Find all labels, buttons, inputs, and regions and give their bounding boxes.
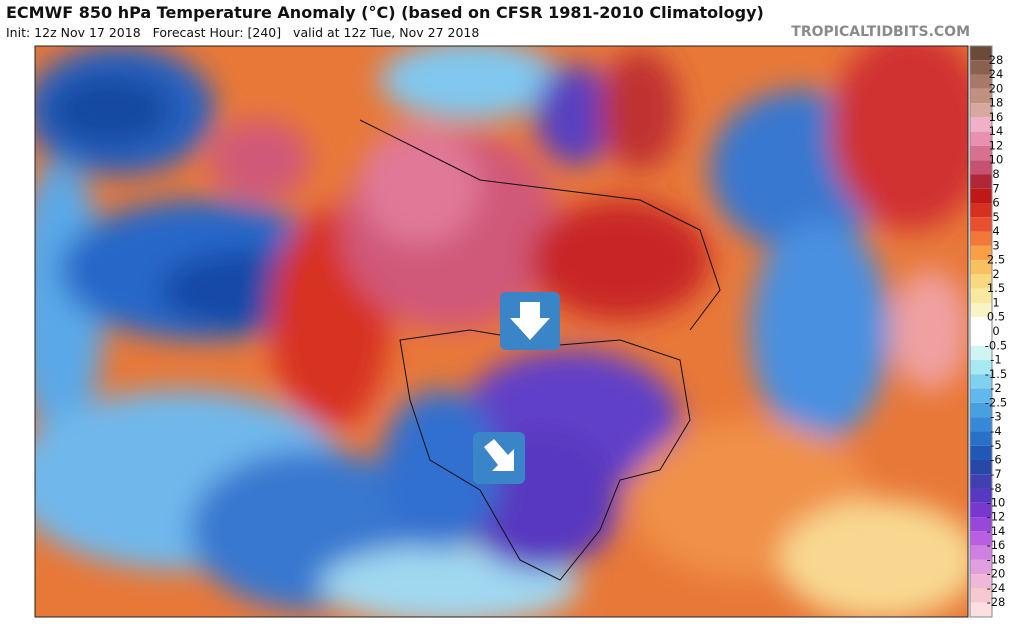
colorbar-label: 1.5: [987, 281, 1005, 295]
colorbar-box: [970, 459, 992, 475]
colorbar-box: [970, 559, 992, 575]
colorbar-box: [970, 474, 992, 489]
colorbar-label: -20: [987, 567, 1006, 581]
colorbar-box: [970, 402, 992, 418]
colorbar-box: [970, 517, 992, 532]
colorbar-label: -4: [990, 424, 1001, 438]
colorbar-label: 18: [989, 96, 1004, 110]
colorbar-label: 6: [992, 196, 999, 210]
colorbar-label: 20: [989, 81, 1004, 95]
subtitle: Init: 12z Nov 17 2018 Forecast Hour: [24…: [6, 25, 480, 40]
arrow-icon: [500, 292, 560, 350]
colorbar-box: [970, 488, 992, 503]
colorbar-box: [970, 160, 992, 175]
colorbar-box: [970, 203, 992, 218]
colorbar-box: [970, 502, 992, 518]
colorbar-label: 8: [992, 167, 999, 181]
colorbar-label: -12: [987, 510, 1006, 524]
colorbar-box: [970, 531, 992, 546]
colorbar-box: [970, 60, 992, 75]
colorbar-label: -3: [990, 410, 1001, 424]
colorbar-box: [970, 231, 992, 246]
colorbar-label: -10: [987, 495, 1006, 509]
coastlines: [359, 119, 721, 581]
colorbar-label: 16: [989, 110, 1004, 124]
colorbar-label: 4: [992, 224, 999, 238]
colorbar-label: -1: [990, 353, 1001, 367]
colorbar-box: [970, 117, 992, 132]
colorbar-box: [970, 574, 992, 589]
colorbar-box: [970, 545, 992, 560]
colorbar-label: 24: [989, 67, 1004, 81]
colorbar-label: -28: [987, 595, 1006, 609]
colorbar-label: -7: [990, 467, 1001, 481]
colorbar-label: 2: [992, 267, 999, 281]
colorbar-label: -18: [987, 552, 1006, 566]
arrow-icon: [473, 432, 525, 484]
colorbar-box: [970, 602, 992, 617]
colorbar: 28242018161412108765432.521.510.50-0.5-1…: [969, 45, 1007, 618]
colorbar-box: [970, 431, 992, 446]
colorbar-label: 10: [989, 153, 1004, 167]
colorbar-label: 0: [992, 324, 999, 338]
colorbar-box: [970, 46, 992, 61]
colorbar-box: [970, 260, 992, 275]
colorbar-label: 0.5: [987, 310, 1005, 324]
colorbar-label: 14: [989, 124, 1004, 138]
colorbar-label: 28: [989, 53, 1004, 67]
colorbar-label: -5: [990, 438, 1001, 452]
colorbar-box: [970, 174, 992, 189]
colorbar-label: -1.5: [985, 367, 1007, 381]
colorbar-label: 1: [992, 295, 999, 309]
colorbar-label: -0.5: [985, 338, 1007, 352]
colorbar-box: [970, 188, 992, 204]
title: ECMWF 850 hPa Temperature Anomaly (°C) (…: [6, 3, 764, 22]
colorbar-label: -2.5: [985, 395, 1007, 409]
colorbar-label: -6: [990, 452, 1001, 466]
watermark: TROPICALTIDBITS.COM: [791, 24, 970, 40]
colorbar-box: [970, 588, 992, 603]
colorbar-box: [970, 388, 992, 403]
colorbar-label: 3: [992, 238, 999, 252]
colorbar-box: [970, 360, 992, 375]
colorbar-box: [970, 74, 992, 89]
colorbar-label: 5: [992, 210, 999, 224]
colorbar-box: [970, 217, 992, 232]
colorbar-frame: [969, 45, 993, 618]
colorbar-box: [970, 88, 992, 104]
colorbar-label: 12: [989, 138, 1004, 152]
colorbar-label: 7: [992, 181, 999, 195]
colorbar-box: [970, 288, 992, 303]
colorbar-label: -24: [987, 581, 1006, 595]
colorbar-box: [970, 317, 992, 332]
colorbar-box: [970, 274, 992, 289]
colorbar-label: -8: [990, 481, 1001, 495]
colorbar-box: [970, 445, 992, 460]
colorbar-box: [970, 417, 992, 432]
colorbar-label: -2: [990, 381, 1001, 395]
map-frame: [34, 45, 969, 618]
colorbar-box: [970, 245, 992, 261]
colorbar-box: [970, 103, 992, 118]
colorbar-label: 2.5: [987, 253, 1005, 267]
colorbar-box: [970, 374, 992, 389]
colorbar-box: [970, 131, 992, 146]
colorbar-box: [970, 145, 992, 161]
colorbar-box: [970, 345, 992, 361]
colorbar-box: [970, 331, 992, 346]
colorbar-box: [970, 302, 992, 318]
colorbar-label: -14: [987, 524, 1006, 538]
colorbar-label: -16: [987, 538, 1006, 552]
